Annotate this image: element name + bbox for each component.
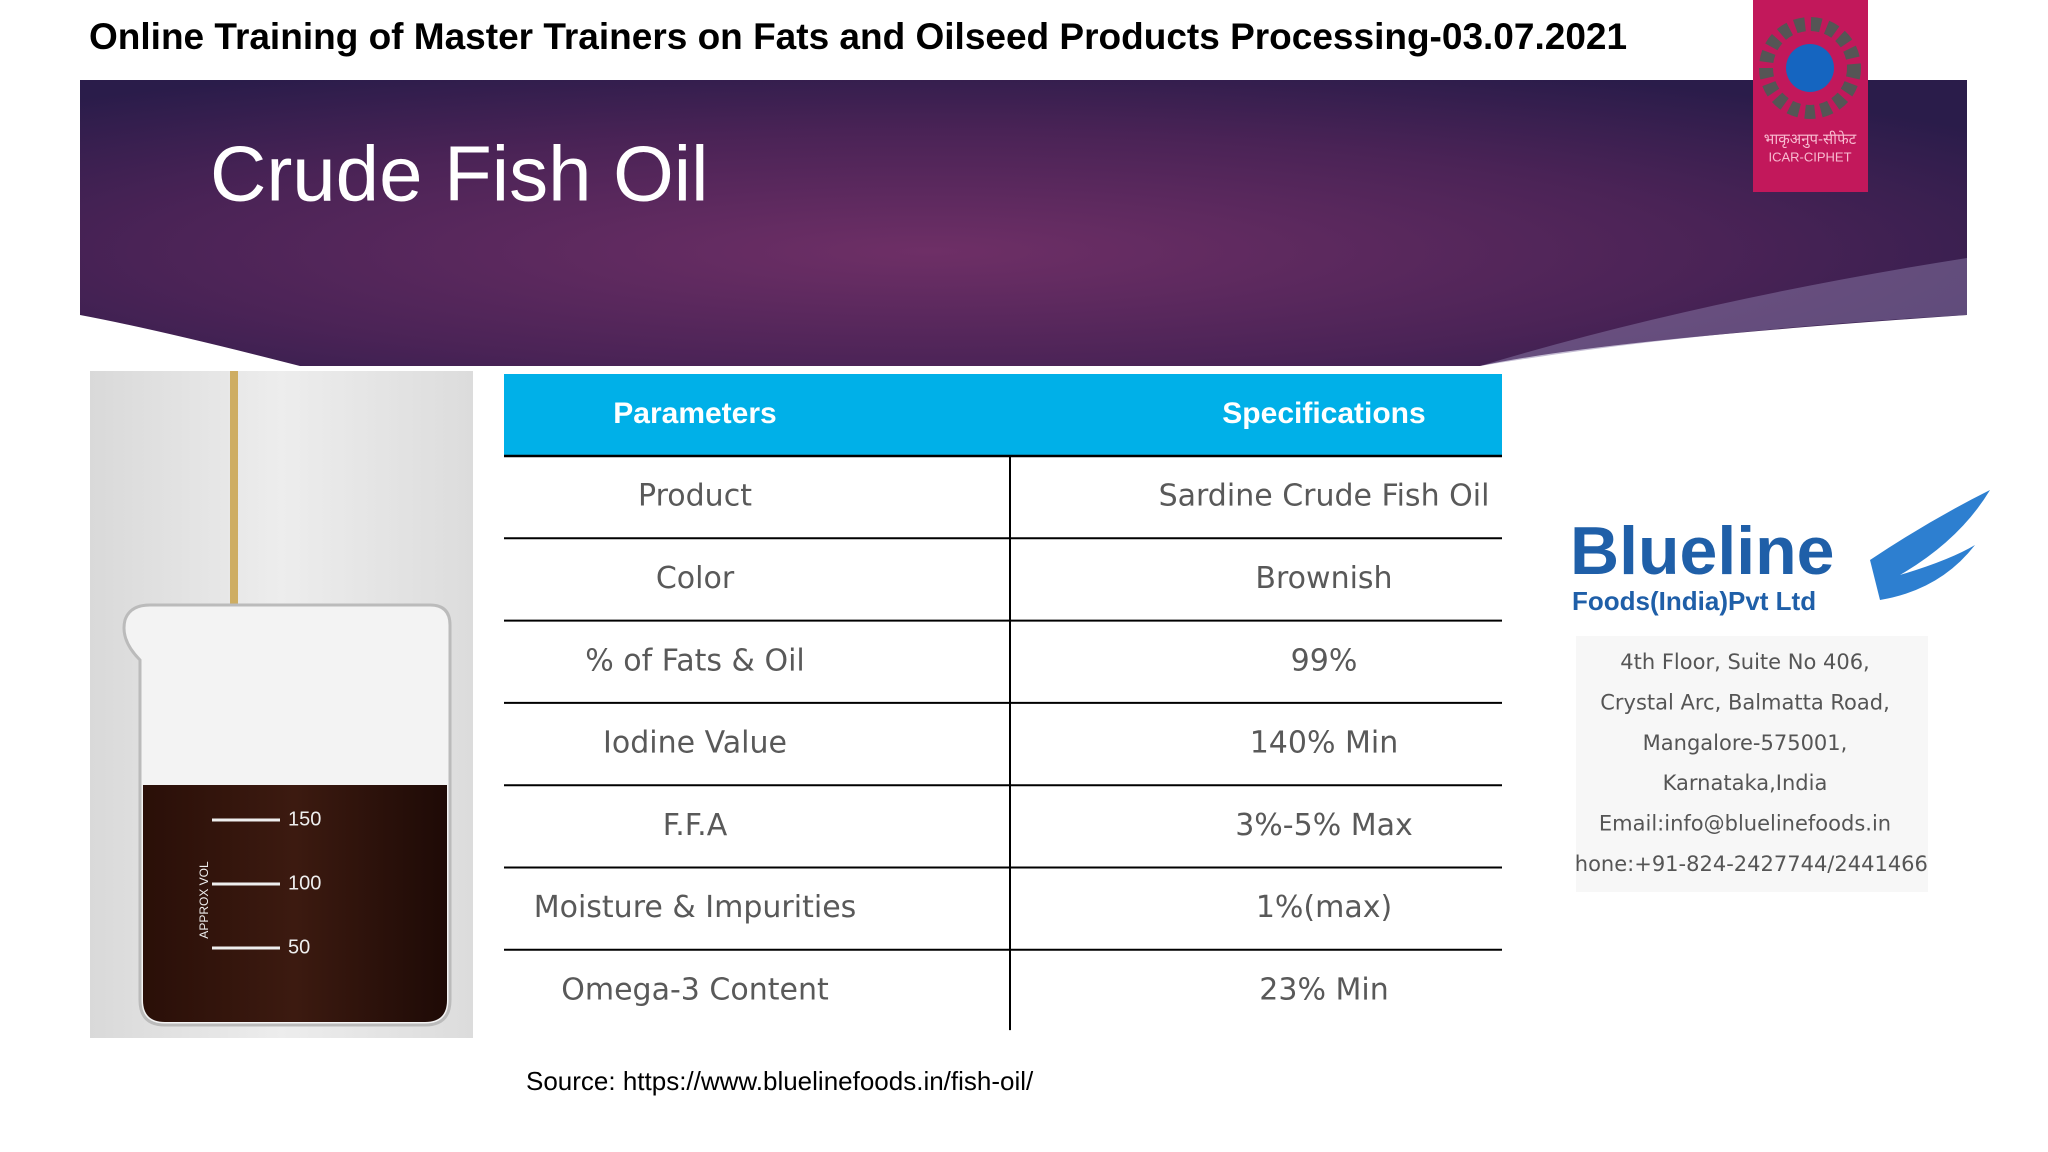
table-cell: Omega-3 Content — [561, 972, 829, 1007]
table-cell: 3%-5% Max — [1235, 808, 1413, 843]
table-cell: Brownish — [1255, 561, 1392, 596]
table-cell: Color — [656, 561, 735, 596]
banner-text: Online Training of Master Trainers on Fa… — [89, 16, 1627, 57]
table-cell: Product — [638, 479, 752, 514]
table-cell: Iodine Value — [603, 726, 787, 761]
address-line: Email:info@bluelinefoods.in — [1599, 812, 1891, 836]
address-line: Crystal Arc, Balmatta Road, — [1600, 690, 1890, 714]
table-header-bg — [504, 374, 1502, 456]
company-logo: Blueline Foods(India)Pvt Ltd 4th Floor, … — [1562, 490, 1990, 892]
table-cell: Sardine Crude Fish Oil — [1159, 479, 1490, 514]
beaker-label: 100 — [288, 872, 321, 894]
table-cell: Moisture & Impurities — [534, 890, 857, 925]
logo-hindi: भाकृअनुप-सीफेट — [1764, 130, 1857, 149]
table-cell: 99% — [1291, 643, 1358, 678]
beaker-side-label: APPROX VOL — [197, 861, 211, 939]
table-cell: 1%(max) — [1256, 890, 1392, 925]
address-line: 4th Floor, Suite No 406, — [1620, 650, 1869, 674]
address-line: Mangalore-575001, — [1643, 731, 1848, 755]
beaker-label: 150 — [288, 808, 321, 830]
address-line: Karnataka,India — [1663, 771, 1828, 795]
table-header: Specifications — [1222, 397, 1425, 430]
icar-logo: भाकृअनुप-सीफेट ICAR-CIPHET — [1753, 0, 1868, 192]
logo-name: ICAR-CIPHET — [1768, 149, 1851, 164]
table-cell: % of Fats & Oil — [585, 643, 805, 678]
title-band — [80, 80, 1967, 366]
slide-title: Crude Fish Oil — [210, 130, 708, 218]
table-cell: F.F.A — [663, 808, 728, 843]
company-name: Blueline — [1570, 513, 1835, 589]
table-cell: 23% Min — [1259, 972, 1388, 1007]
table-cell: 140% Min — [1250, 726, 1399, 761]
address-line: Phone:+91-824-2427744/2441466 — [1562, 852, 1928, 876]
beaker-label: 50 — [288, 936, 310, 958]
company-subtitle: Foods(India)Pvt Ltd — [1572, 586, 1816, 616]
source-text: Source: https://www.bluelinefoods.in/fis… — [526, 1066, 1034, 1096]
beaker-photo: 150 100 50 APPROX VOL — [90, 371, 473, 1038]
band-accent — [1480, 258, 1967, 366]
spec-table: Parameters Specifications Product Sardine… — [504, 374, 1502, 1031]
table-header: Parameters — [613, 397, 776, 430]
